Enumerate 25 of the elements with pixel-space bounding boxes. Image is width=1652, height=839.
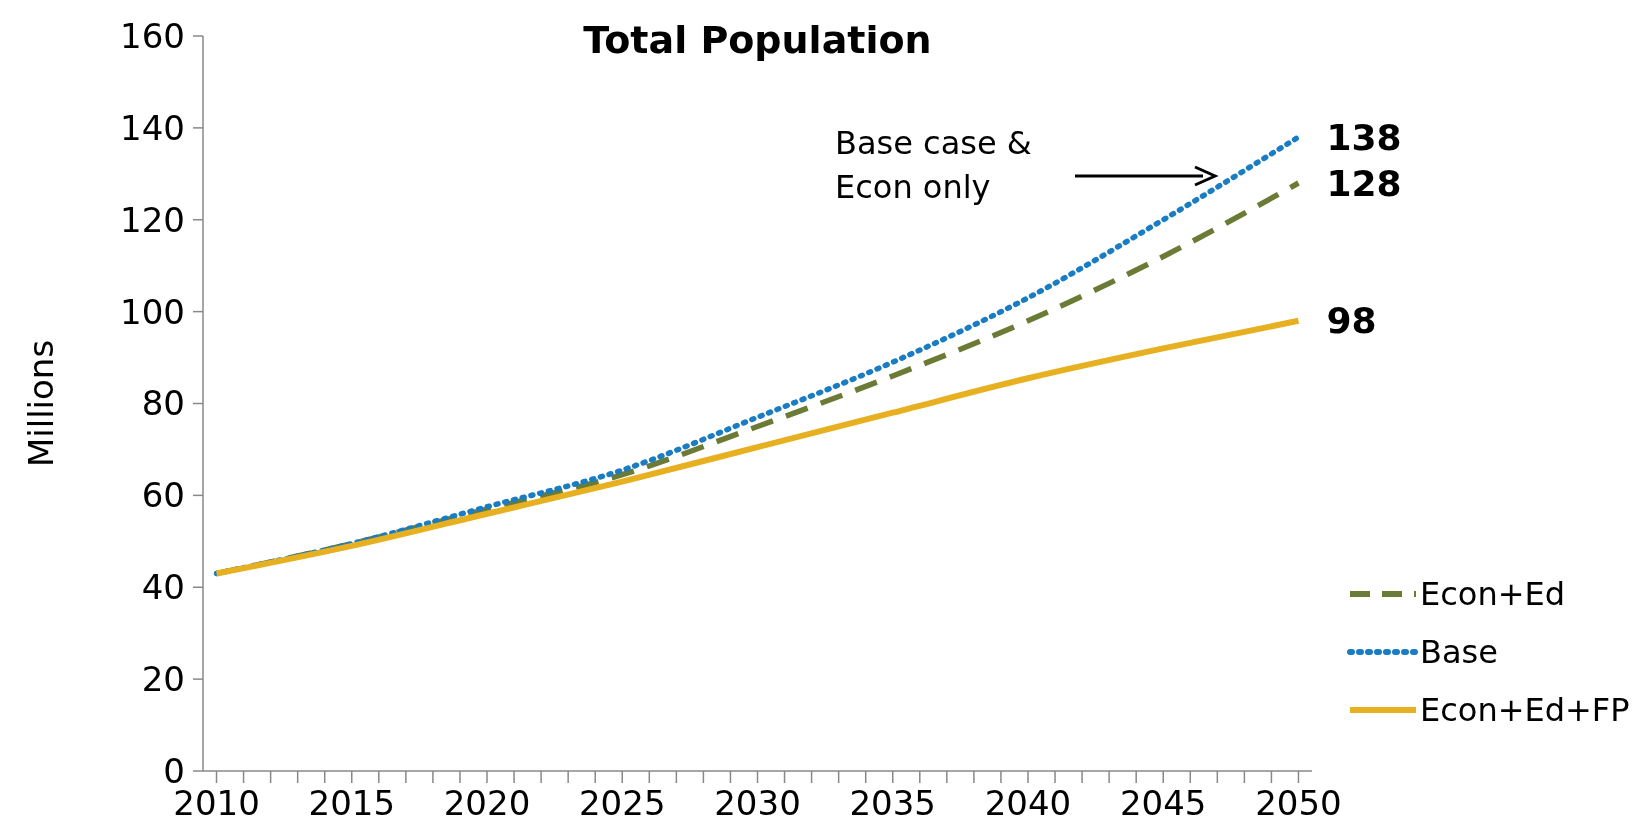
legend-label: Econ+Ed+FP — [1420, 691, 1630, 730]
y-tick-label: 20 — [141, 659, 185, 700]
x-tick-label: 2050 — [1255, 783, 1342, 823]
y-tick-label: 40 — [141, 567, 185, 608]
data-label: 98 — [1326, 300, 1377, 342]
y-axis-title: Millions — [21, 339, 61, 468]
data-label: 138 — [1326, 116, 1402, 158]
legend-label: Econ+Ed — [1420, 575, 1566, 614]
y-tick-label: 140 — [120, 107, 185, 148]
legend-label: Base — [1420, 633, 1498, 672]
x-tick-label: 2025 — [578, 783, 666, 823]
y-tick-label: 80 — [141, 383, 185, 424]
annotation: Base case & Econ only — [835, 124, 1032, 206]
x-tick-label: 2045 — [1119, 783, 1207, 823]
x-tick-label: 2015 — [308, 783, 396, 823]
x-tick-label: 2030 — [714, 783, 801, 823]
x-tick-label: 2040 — [984, 783, 1072, 823]
data-label: 128 — [1326, 162, 1402, 204]
y-tick-label: 100 — [120, 291, 185, 332]
y-tick-label: 60 — [141, 475, 185, 516]
chart-title: Total Population — [583, 18, 932, 62]
x-tick-label: 2020 — [443, 783, 531, 823]
y-tick-label: 120 — [120, 199, 185, 240]
x-tick-label: 2035 — [849, 783, 937, 823]
y-tick-label: 160 — [120, 15, 185, 56]
